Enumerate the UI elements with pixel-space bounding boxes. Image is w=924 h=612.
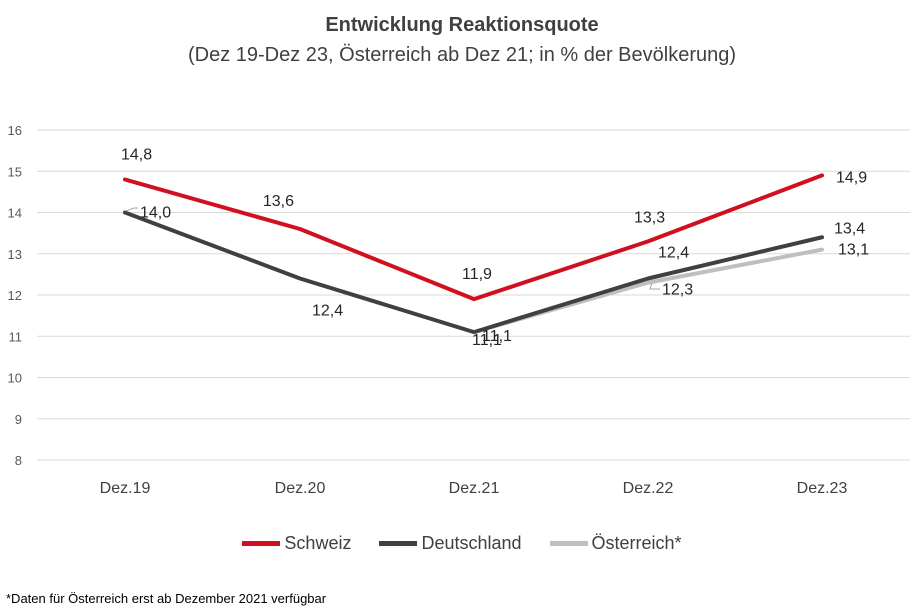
y-tick-label: 11 <box>9 329 23 344</box>
data-label: 13,1 <box>838 242 869 259</box>
legend-item-oesterreich: Österreich* <box>549 533 682 554</box>
y-tick-label: 9 <box>15 412 22 427</box>
x-tick-label: Dez.22 <box>623 480 674 497</box>
y-tick-label: 16 <box>8 123 22 138</box>
leader-line <box>125 207 138 212</box>
data-label: 11,1 <box>472 332 502 349</box>
data-label: 14,0 <box>140 205 171 222</box>
x-tick-label: Dez.21 <box>449 480 500 497</box>
series-line-1 <box>123 210 824 335</box>
data-label: 11,1 <box>482 328 512 345</box>
chart-title: Entwicklung Reaktionsquote <box>325 14 599 36</box>
y-tick-label: 10 <box>8 371 22 386</box>
data-label: 12,3 <box>662 282 693 299</box>
data-label: 12,4 <box>658 245 689 262</box>
data-label: 11,9 <box>462 266 492 283</box>
data-label: 12,4 <box>312 303 343 320</box>
legend-swatch-deutschland <box>379 541 418 546</box>
y-tick-label: 12 <box>8 288 22 303</box>
y-tick-label: 15 <box>8 164 22 179</box>
y-tick-label: 8 <box>15 453 22 468</box>
series-line-2 <box>472 247 824 335</box>
x-tick-label: Dez.20 <box>275 480 326 497</box>
data-label: 14,9 <box>836 169 867 186</box>
legend-swatch-schweiz <box>242 541 281 546</box>
series-line-0 <box>123 173 824 302</box>
data-label: 13,4 <box>834 220 865 237</box>
data-label: 13,3 <box>634 209 665 226</box>
data-label: 13,6 <box>263 193 294 210</box>
x-tick-label: Dez.19 <box>100 480 151 497</box>
chart-subtitle: (Dez 19-Dez 23, Österreich ab Dez 21; in… <box>187 44 737 66</box>
data-label: 14,8 <box>121 147 152 164</box>
chart-legend: Schweiz Deutschland Österreich* <box>0 533 924 554</box>
legend-label-schweiz: Schweiz <box>284 533 352 553</box>
leader-line <box>649 282 660 290</box>
line-chart: 8 9 10 11 12 13 14 15 16 Dez.19 Dez.20 Dez.21 Dez.22… <box>8 123 910 497</box>
y-tick-label: 14 <box>8 206 22 221</box>
legend-item-schweiz: Schweiz <box>242 533 351 554</box>
y-tick-label: 13 <box>8 247 22 262</box>
legend-label-oesterreich: Österreich* <box>591 533 682 553</box>
x-tick-label: Dez.23 <box>797 480 848 497</box>
legend-item-deutschland: Deutschland <box>379 533 522 554</box>
footnote: *Daten für Österreich erst ab Dezember 2… <box>6 591 327 606</box>
legend-label-deutschland: Deutschland <box>421 533 522 553</box>
legend-swatch-oesterreich <box>549 541 588 546</box>
